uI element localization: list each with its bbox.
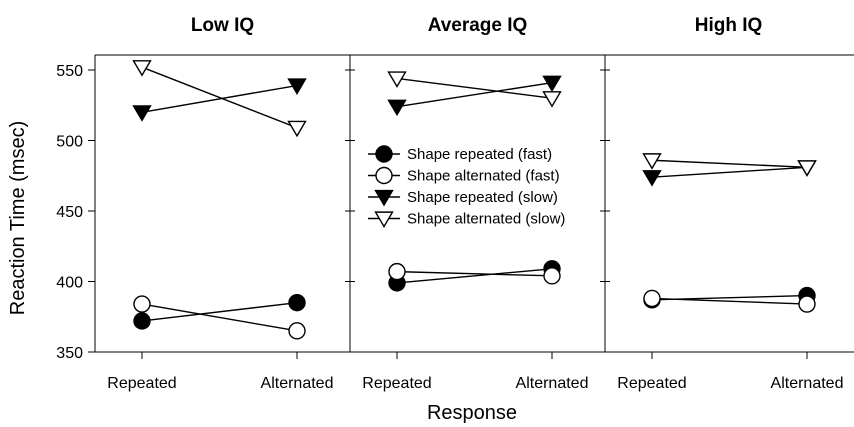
legend-label: Shape repeated (fast) — [407, 146, 552, 163]
x-tick-label: Repeated — [617, 375, 686, 392]
series-shape-repeated-slow — [132, 78, 307, 122]
data-point — [387, 99, 407, 117]
panel-title: Low IQ — [191, 15, 254, 36]
data-point — [388, 262, 406, 281]
x-tick-label: Alternated — [261, 375, 334, 392]
data-point — [797, 160, 817, 177]
legend-label: Shape alternated (fast) — [407, 168, 560, 185]
panel-high-iq: High IQ Repeated Alternated — [617, 15, 843, 392]
series-shape-alternated-slow — [132, 60, 307, 138]
series-shape-repeated-fast — [643, 286, 816, 309]
panel-title: Average IQ — [428, 15, 528, 36]
data-point — [543, 267, 561, 285]
data-point — [642, 170, 662, 187]
y-tick-label: 550 — [56, 63, 83, 80]
series-shape-alternated-fast — [133, 295, 306, 340]
series-line — [396, 268, 553, 284]
data-point — [387, 71, 407, 88]
legend-label: Shape alternated (slow) — [407, 211, 565, 228]
legend: Shape repeated (fast) Shape alternated (f… — [368, 145, 565, 228]
data-point — [542, 75, 562, 93]
legend-item: Shape repeated (fast) — [368, 145, 552, 163]
legend-marker — [374, 189, 394, 207]
series-line — [141, 301, 298, 322]
series-line — [651, 159, 808, 168]
data-point — [643, 289, 661, 308]
y-tick-label: 400 — [56, 275, 83, 292]
series-shape-alternated-fast — [388, 262, 561, 285]
data-point — [288, 293, 306, 312]
data-point — [542, 91, 562, 108]
legend-item: Shape alternated (fast) — [368, 166, 560, 185]
series-shape-alternated-slow — [642, 153, 817, 177]
series-line — [396, 77, 553, 99]
data-point — [132, 105, 152, 122]
series-shape-alternated-slow — [387, 71, 562, 108]
y-tick-label: 450 — [56, 204, 83, 221]
legend-item: Shape repeated (slow) — [368, 189, 558, 207]
series-line — [396, 81, 553, 108]
data-point — [133, 312, 151, 330]
plot-frame: 350 400 450 500 550 — [56, 54, 854, 362]
x-tick-label: Alternated — [771, 375, 844, 392]
panels: Low IQ Repeated Alternated Average IQ Repeat… — [107, 15, 843, 392]
legend-marker — [375, 166, 393, 185]
series-line — [141, 84, 298, 113]
data-point — [288, 322, 306, 340]
data-point — [133, 295, 151, 313]
panel-title: High IQ — [695, 15, 763, 36]
series-shape-repeated-slow — [642, 160, 817, 187]
series-shape-alternated-fast — [643, 289, 816, 313]
y-tick-label: 500 — [56, 134, 83, 151]
legend-item: Shape alternated (slow) — [368, 211, 565, 228]
x-tick-label: Repeated — [107, 375, 176, 392]
y-tick-label: 350 — [56, 345, 83, 362]
panel-average-iq: Average IQ Repeated Alternated — [362, 15, 588, 392]
data-point — [798, 295, 816, 313]
x-tick-label: Alternated — [516, 375, 589, 392]
series-line — [141, 303, 298, 332]
x-tick-label: Repeated — [362, 375, 431, 392]
data-point — [287, 78, 307, 95]
x-axis-label: Response — [427, 402, 517, 424]
panel-low-iq: Low IQ Repeated Alternated — [107, 15, 333, 392]
y-axis: 350 400 450 500 550 — [56, 63, 610, 362]
series-shape-repeated-slow — [387, 75, 562, 117]
legend-marker — [375, 145, 393, 163]
data-point — [642, 153, 662, 170]
data-point — [287, 120, 307, 138]
series-line — [396, 270, 553, 277]
series-shape-repeated-fast — [133, 293, 306, 330]
series-line — [651, 297, 808, 305]
data-point — [132, 60, 152, 77]
y-axis-label: Reaction Time (msec) — [7, 121, 29, 316]
series-line — [141, 66, 298, 129]
legend-label: Shape repeated (slow) — [407, 189, 558, 206]
series-line — [651, 166, 808, 178]
legend-marker — [374, 211, 394, 228]
